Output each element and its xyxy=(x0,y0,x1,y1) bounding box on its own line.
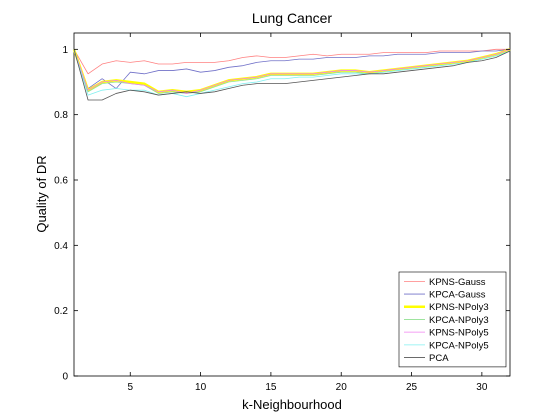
y-axis-label: Quality of DR xyxy=(34,155,49,232)
x-axis-label: k-Neighbourhood xyxy=(242,397,342,412)
x-tick-label: 10 xyxy=(195,382,207,393)
legend-label-kpns-gauss: KPNS-Gauss xyxy=(429,277,486,288)
y-tick-label: 1 xyxy=(62,45,68,56)
y-tick-label: 0.2 xyxy=(54,306,68,317)
chart-title: Lung Cancer xyxy=(252,10,333,26)
x-tick-label: 5 xyxy=(127,382,133,393)
y-tick-label: 0.4 xyxy=(54,241,68,252)
y-tick-label: 0.8 xyxy=(54,110,68,121)
x-tick-label: 20 xyxy=(336,382,348,393)
legend-label-kpns-npoly5: KPNS-NPoly5 xyxy=(429,328,489,339)
y-tick-label: 0.6 xyxy=(54,176,68,187)
x-tick-label: 25 xyxy=(406,382,418,393)
legend-label-pca: PCA xyxy=(429,353,449,364)
legend-label-kpca-gauss: KPCA-Gauss xyxy=(429,289,486,300)
legend-label-kpca-npoly5: KPCA-NPoly5 xyxy=(429,340,489,351)
y-tick-label: 0 xyxy=(62,372,68,383)
x-tick-label: 30 xyxy=(476,382,488,393)
x-tick-label: 15 xyxy=(265,382,277,393)
legend-label-kpns-npoly3: KPNS-NPoly3 xyxy=(429,302,489,313)
legend-label-kpca-npoly3: KPCA-NPoly3 xyxy=(429,315,489,326)
